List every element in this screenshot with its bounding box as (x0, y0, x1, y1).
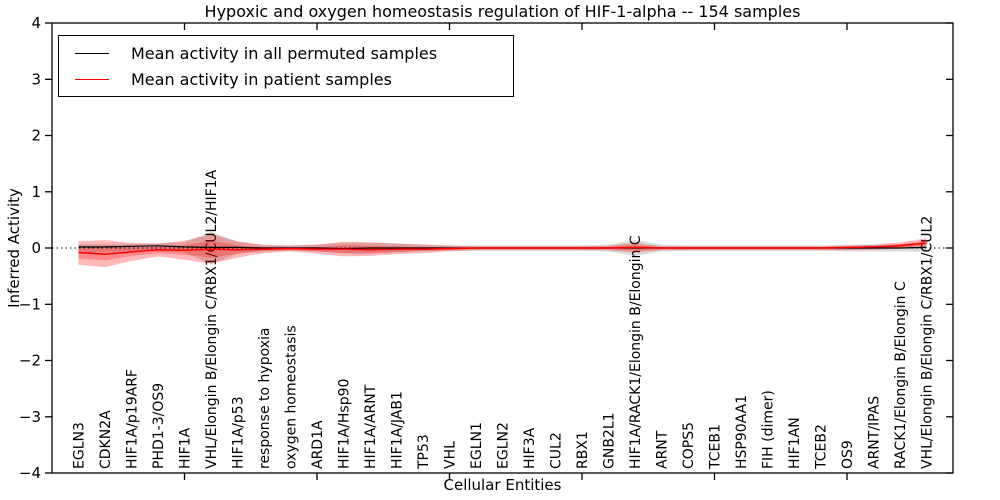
patient-samples-outer-band (78, 234, 927, 268)
category-label: EGLN2 (496, 422, 512, 469)
y-tick-label: 3 (31, 70, 41, 88)
y-tick-label: 0 (31, 239, 41, 257)
category-label: EGLN3 (72, 422, 88, 469)
y-tick-label: −2 (19, 352, 41, 370)
category-label: GNB2L1 (602, 412, 618, 469)
category-label: HIF1AN (787, 417, 803, 469)
legend-entry-patient: Mean activity in patient samples (75, 70, 513, 89)
patient-mean-line (78, 242, 927, 255)
category-label: HIF1A/p19ARF (125, 369, 141, 469)
patient-line-swatch (75, 78, 109, 80)
y-tick-label: −4 (19, 464, 41, 482)
category-label: TP53 (416, 434, 432, 470)
category-label: ARD1A (310, 420, 326, 469)
category-label: oxygen homeostasis (284, 325, 300, 469)
category-label: HIF1A (178, 427, 194, 469)
x-axis-label: Cellular Entities (443, 476, 562, 494)
category-label: TCEB1 (708, 424, 724, 470)
category-label: VHL/Elongin B/Elongin C/RBX1/CUL2 (920, 216, 936, 469)
category-label: COPS5 (681, 422, 697, 469)
category-label: ARNT/IPAS (867, 396, 883, 469)
y-tick-label: 2 (31, 127, 41, 145)
axes-frame (51, 22, 954, 474)
legend: Mean activity in all permuted samples Me… (58, 35, 514, 97)
category-label: response to hypoxia (257, 328, 273, 469)
category-label: EGLN1 (469, 422, 485, 469)
category-label: PHD1-3/OS9 (151, 383, 167, 469)
legend-entry-permuted-label: Mean activity in all permuted samples (131, 43, 438, 63)
category-label: HIF1A/p53 (231, 396, 247, 469)
category-label: HSP90AA1 (734, 395, 750, 469)
y-tick-label: −3 (19, 408, 41, 426)
legend-entry-patient-label: Mean activity in patient samples (131, 69, 392, 89)
category-label: FIH (dimer) (761, 390, 777, 469)
category-label: RACK1/Elongin B/Elongin C (893, 281, 909, 469)
chart-title: Hypoxic and oxygen homeostasis regulatio… (204, 2, 801, 21)
y-axis-label: Inferred Activity (5, 188, 23, 308)
category-label: HIF1A/ARNT (363, 384, 379, 469)
category-label: RBX1 (575, 431, 591, 469)
category-label: TCEB2 (814, 424, 830, 470)
legend-entry-permuted: Mean activity in all permuted samples (75, 44, 513, 63)
category-label: VHL/Elongin B/Elongin C/RBX1/CUL2/HIF1A (204, 169, 220, 469)
category-label: HIF1A/JAB1 (390, 391, 406, 469)
category-label: OS9 (840, 440, 856, 469)
category-label: ARNT (655, 430, 671, 469)
category-label: HIF1A/RACK1/Elongin B/Elongin C (628, 235, 644, 469)
category-label: VHL (443, 441, 459, 469)
y-tick-label: 1 (31, 183, 41, 201)
patient-samples-inner-band (78, 240, 927, 261)
category-label: CDKN2A (98, 410, 114, 469)
category-label: HIF1A/Hsp90 (337, 379, 353, 469)
y-tick-label: 4 (31, 14, 41, 32)
category-label: HIF3A (522, 427, 538, 469)
y-tick-label: −1 (19, 295, 41, 313)
category-label: CUL2 (549, 432, 565, 469)
permuted-line-swatch (75, 52, 109, 54)
